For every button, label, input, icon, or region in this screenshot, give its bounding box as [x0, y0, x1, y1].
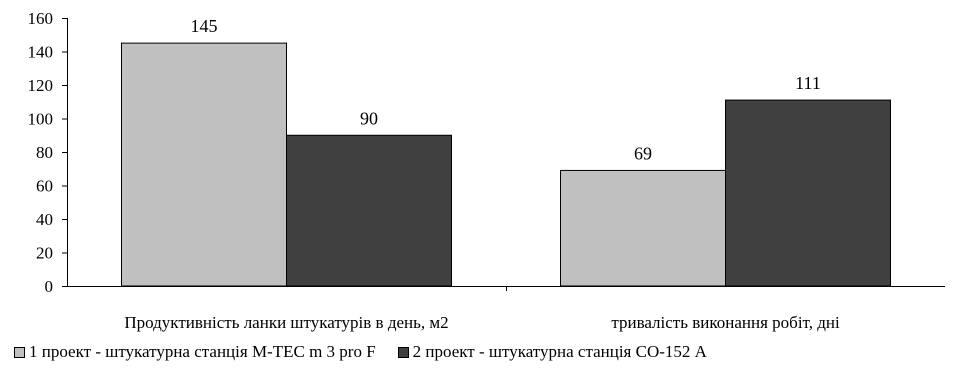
category-label-1: Продуктивність ланки штукатурів в день, … [124, 313, 448, 332]
y-axis-ticks: 0 20 40 60 80 100 120 140 160 [28, 9, 67, 296]
bar-series-1-cat-1 [121, 42, 287, 287]
legend-item-series-2: 2 проект - штукатурна станція СО-152 А [397, 342, 707, 362]
legend-swatch-series-1 [14, 346, 25, 358]
category-labels: Продуктивність ланки штукатурів в день, … [124, 286, 840, 332]
data-label-series-1-cat-1: 145 [191, 16, 218, 36]
y-tick-label: 160 [28, 9, 54, 28]
data-label-series-2-cat-1: 90 [360, 108, 378, 128]
bars [121, 42, 891, 287]
legend-item-series-1: 1 проект - штукатурна станція M-TEC m 3 … [14, 342, 376, 362]
bar-series-2-cat-1 [286, 134, 452, 287]
bar-series-2-cat-2 [725, 99, 891, 287]
y-tick-label: 60 [36, 177, 53, 196]
legend: 1 проект - штукатурна станція M-TEC m 3 … [14, 342, 944, 362]
y-tick-label: 0 [45, 277, 54, 296]
bar-series-1-cat-2 [560, 169, 726, 287]
legend-swatch-series-2 [397, 346, 409, 358]
legend-label-series-1: 1 проект - штукатурна станція M-TEC m 3 … [29, 342, 376, 361]
y-tick-label: 40 [36, 210, 53, 229]
data-label-series-2-cat-2: 111 [795, 73, 821, 93]
y-tick-label: 20 [36, 244, 53, 263]
y-tick-label: 140 [28, 43, 54, 62]
bar-chart: 0 20 40 60 80 100 120 140 160 145 90 69 111 Продукт… [28, 9, 945, 332]
legend-label-series-2: 2 проект - штукатурна станція СО-152 А [412, 342, 707, 361]
y-tick-label: 100 [28, 110, 54, 129]
category-label-2: тривалість виконання робіт, дні [611, 313, 840, 332]
y-tick-label: 80 [36, 143, 53, 162]
y-tick-label: 120 [28, 76, 54, 95]
data-label-series-1-cat-2: 69 [634, 143, 652, 163]
data-labels: 145 90 69 111 [191, 16, 821, 163]
